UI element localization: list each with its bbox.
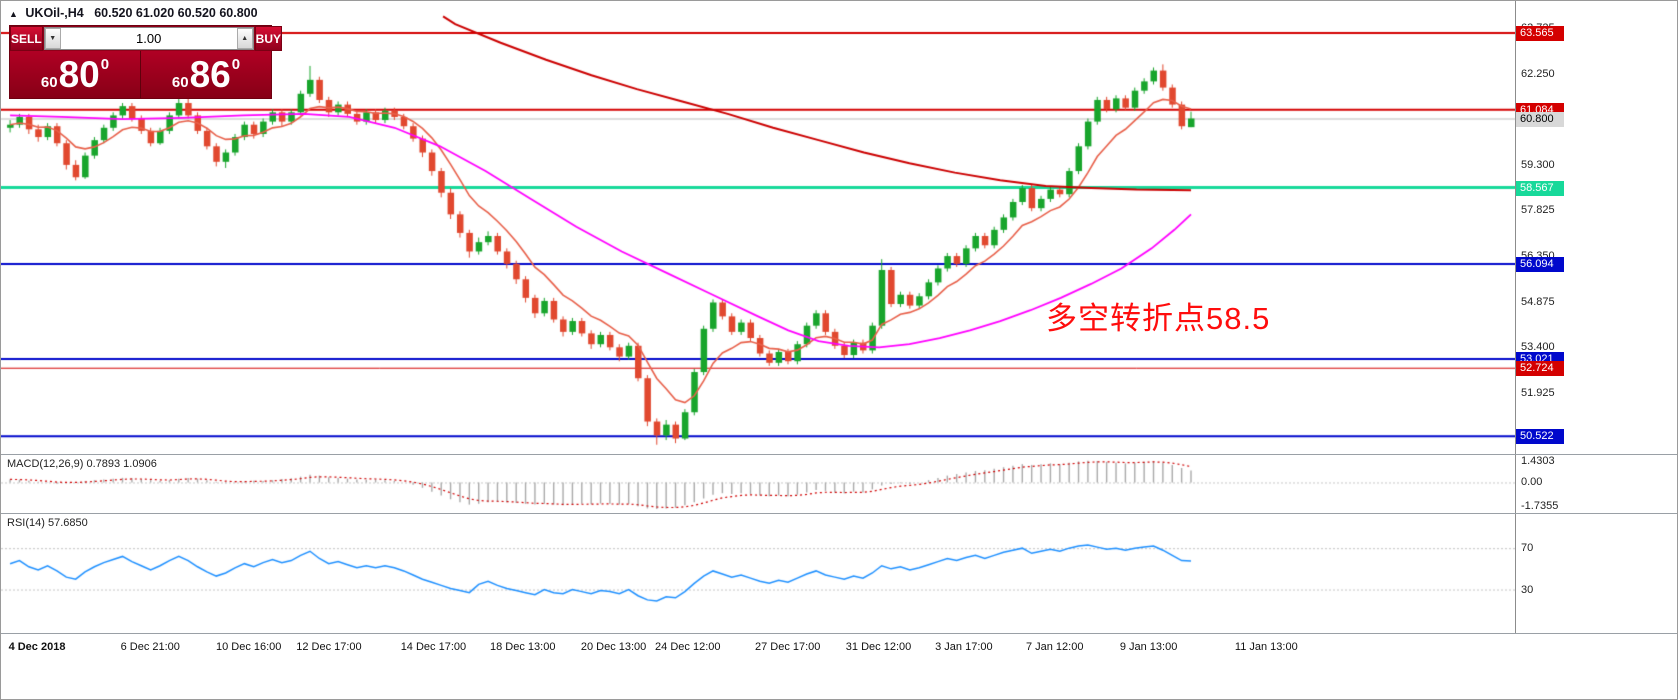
chart-ohlc: 60.520 61.020 60.520 60.800 [94,6,258,20]
rsi-chart[interactable] [1,514,1515,633]
price-level-badge: 52.724 [1516,361,1564,377]
volume-increase-button[interactable]: ▲ [236,28,253,49]
buy-button[interactable]: BUY [254,26,283,51]
buy-price-display[interactable]: 60 86 0 [141,51,271,98]
time-axis-label: 3 Jan 17:00 [935,641,993,653]
sell-button[interactable]: SELL [10,26,43,51]
chart-title: ▲ UKOil-,H4 60.520 61.020 60.520 60.800 [9,6,258,20]
time-axis-label: 14 Dec 17:00 [400,641,467,653]
volume-box: ▼ ▲ [43,27,254,50]
price-axis-tick: 59.300 [1521,158,1555,171]
chart-annotation-text: 多空转折点58.5 [1046,301,1271,336]
time-axis-label: 10 Dec 16:00 [215,641,282,653]
time-axis[interactable]: 4 Dec 2018 6 Dec 21:00 10 Dec 16:00 12 Dec … [1,634,1677,662]
time-axis-label: 7 Jan 12:00 [1025,641,1084,653]
current-price-badge: 60.800 [1516,111,1564,127]
price-level-badge: 50.522 [1516,429,1564,445]
macd-axis-tick: 1.4303 [1521,455,1555,467]
buy-price-dec: 86 [189,54,231,95]
bottom-space [1,662,1677,699]
buy-price-pip: 0 [231,56,241,73]
macd-label: MACD(12,26,9) 0.7893 1.0906 [7,458,157,470]
time-axis-label: 20 Dec 13:00 [580,641,647,653]
panel-separator [1,633,1677,634]
up-triangle-icon: ▲ [9,9,18,19]
macd-axis-tick: 0.00 [1521,476,1543,489]
volume-input[interactable] [60,28,237,49]
sell-price-int: 60 [40,74,58,91]
buy-price-int: 60 [171,74,189,91]
time-axis-label: 27 Dec 17:00 [754,641,821,653]
time-axis-label: 12 Dec 17:00 [296,641,362,653]
sell-price-display[interactable]: 60 80 0 [10,51,141,98]
price-level-badge: 63.565 [1516,26,1564,41]
rsi-pane: RSI(14) 57.6850 70 30 [1,514,1677,633]
rsi-axis-tick: 70 [1521,542,1534,555]
macd-axis-tick: -1.7355 [1521,500,1559,512]
time-axis-label: 6 Dec 21:00 [120,641,180,653]
chart-symbol-period: UKOil-,H4 [25,6,84,20]
time-axis-label: 4 Dec 2018 [8,641,66,653]
price-axis-tick: 57.825 [1521,204,1555,217]
price-axis-tick: 54.875 [1521,295,1555,308]
price-axis-tick: 51.925 [1521,386,1555,399]
rsi-axis[interactable]: 70 30 [1515,514,1677,633]
rsi-label: RSI(14) 57.6850 [7,517,88,529]
macd-axis[interactable]: 1.4303 0.00 -1.7355 [1515,455,1677,513]
price-axis[interactable]: 63.72562.25059.30057.82556.35054.87553.4… [1515,1,1677,454]
time-axis-label: 24 Dec 12:00 [655,641,721,653]
panel-separator [1,513,1677,514]
sell-price-dec: 80 [58,54,100,95]
price-pane: ▲ UKOil-,H4 60.520 61.020 60.520 60.800 … [1,1,1677,454]
time-axis-label: 18 Dec 13:00 [490,641,556,653]
volume-decrease-button[interactable]: ▼ [44,28,61,49]
one-click-trading-widget: SELL ▼ ▲ BUY 60 80 0 60 86 0 [9,25,283,99]
time-axis-label: 31 Dec 12:00 [845,641,912,653]
price-level-badge: 58.567 [1516,180,1564,196]
price-axis-tick: 53.400 [1521,341,1555,354]
price-axis-tick: 62.250 [1521,67,1555,80]
time-axis-label: 9 Jan 13:00 [1119,641,1178,653]
macd-pane: MACD(12,26,9) 0.7893 1.0906 1.4303 0.00 -1… [1,455,1677,513]
sell-price-pip: 0 [100,56,110,73]
macd-chart[interactable] [1,455,1515,513]
time-axis-label: 11 Jan 13:00 [1234,641,1298,653]
price-level-badge: 56.094 [1516,257,1564,273]
rsi-axis-tick: 30 [1521,583,1534,596]
panel-separator [1,454,1677,455]
